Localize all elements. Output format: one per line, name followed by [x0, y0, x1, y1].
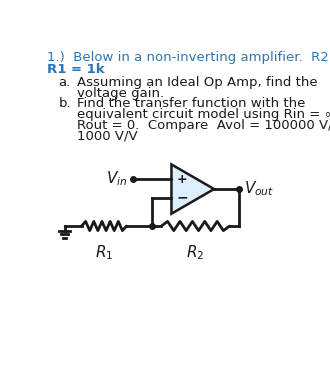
Text: $V_{out}$: $V_{out}$ [244, 180, 275, 198]
Text: 1.)  Below in a non-inverting amplifier.  R2= 9k and: 1.) Below in a non-inverting amplifier. … [47, 51, 330, 64]
Text: Rout = 0.  Compare  Avol = 100000 V/V and: Rout = 0. Compare Avol = 100000 V/V and [77, 119, 330, 132]
Text: R1 = 1k: R1 = 1k [47, 63, 104, 76]
Text: 1000 V/V: 1000 V/V [77, 130, 138, 143]
Text: $R_2$: $R_2$ [186, 243, 205, 262]
Text: $R_1$: $R_1$ [95, 243, 113, 262]
Text: equivalent circuit model using Rin = ∞;: equivalent circuit model using Rin = ∞; [77, 108, 330, 121]
Text: b.: b. [58, 97, 71, 110]
Polygon shape [172, 164, 214, 214]
Text: voltage gain.: voltage gain. [77, 87, 164, 100]
Text: Find the transfer function with the: Find the transfer function with the [77, 97, 305, 110]
Text: a.: a. [58, 76, 71, 89]
Text: $V_{in}$: $V_{in}$ [106, 169, 127, 188]
Text: +: + [177, 173, 187, 186]
Text: Assuming an Ideal Op Amp, find the: Assuming an Ideal Op Amp, find the [77, 76, 317, 89]
Text: −: − [177, 191, 188, 204]
